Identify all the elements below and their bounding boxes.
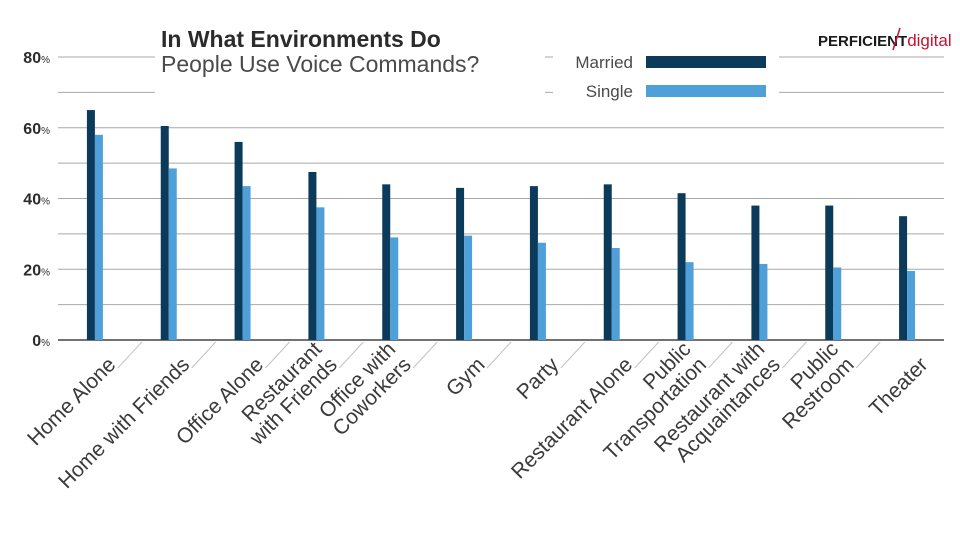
bar-married-10 bbox=[751, 205, 760, 340]
y-tick-label: 40% bbox=[23, 192, 50, 209]
y-tick-label: 0% bbox=[32, 333, 50, 350]
tick-backdrop bbox=[6, 47, 54, 67]
legend-label-married: Married bbox=[575, 53, 633, 72]
bar-single-9 bbox=[685, 262, 694, 340]
bar-single-1 bbox=[94, 134, 103, 340]
bar-married-3 bbox=[234, 141, 243, 340]
bar-married-7 bbox=[529, 186, 538, 340]
logo-text: PERFICIENTdigital bbox=[818, 31, 952, 50]
legend-swatch-single bbox=[646, 85, 766, 97]
category-label-2: Home with Friends bbox=[54, 353, 194, 493]
bar-single-5 bbox=[390, 237, 399, 340]
bar-single-12 bbox=[907, 271, 916, 340]
bar-married-8 bbox=[603, 184, 612, 340]
bar-married-6 bbox=[456, 187, 465, 340]
logo-brand: PERFICIENT bbox=[818, 33, 907, 50]
category-separator bbox=[338, 341, 364, 369]
bar-single-3 bbox=[242, 186, 251, 340]
category-separator bbox=[486, 341, 512, 369]
category-separator bbox=[117, 341, 143, 369]
y-tick-label: 80% bbox=[23, 50, 50, 67]
category-label-5: Office withCoworkers bbox=[313, 338, 416, 441]
logo-suffix: digital bbox=[907, 31, 951, 50]
bar-married-12 bbox=[899, 216, 908, 340]
category-separator bbox=[560, 341, 586, 369]
bar-single-7 bbox=[537, 242, 546, 340]
bar-single-11 bbox=[833, 267, 842, 340]
logo-slash-icon bbox=[892, 27, 901, 51]
tick-backdrop bbox=[6, 259, 54, 280]
category-separator bbox=[412, 341, 438, 369]
chart-subtitle: People Use Voice Commands? bbox=[161, 51, 479, 77]
chart-title: In What Environments Do bbox=[161, 26, 441, 52]
bar-married-5 bbox=[382, 184, 391, 340]
perficient-digital-logo: PERFICIENTdigital bbox=[818, 27, 952, 51]
category-separator bbox=[634, 341, 660, 369]
title-backdrop bbox=[155, 22, 545, 104]
category-label-6: Gym bbox=[442, 353, 490, 401]
category-separator bbox=[708, 341, 733, 369]
bar-single-10 bbox=[759, 263, 768, 340]
category-label-11: PublicRestroom bbox=[762, 338, 858, 434]
y-tick-label: 20% bbox=[23, 262, 50, 279]
tick-backdrop bbox=[6, 330, 54, 350]
legend-label-single: Single bbox=[586, 82, 633, 101]
legend: Married Single bbox=[553, 46, 779, 106]
tick-backdrop bbox=[6, 188, 54, 209]
bar-married-1 bbox=[86, 110, 95, 340]
category-separator bbox=[191, 341, 217, 369]
category-label-7: Party bbox=[512, 353, 563, 404]
bar-single-6 bbox=[464, 235, 473, 340]
tick-backdrop bbox=[6, 117, 54, 138]
category-separator bbox=[781, 341, 807, 369]
bar-single-2 bbox=[168, 168, 177, 340]
y-tick-label: 60% bbox=[23, 121, 50, 138]
category-label-4: Restaurantwith Friends bbox=[229, 338, 342, 451]
y-axis-ticks: 0% 20% 40% 60% 80% bbox=[6, 47, 54, 350]
category-label-12: Theater bbox=[865, 353, 932, 420]
bar-married-11 bbox=[825, 205, 834, 340]
legend-swatch-married bbox=[646, 56, 766, 68]
bar-married-4 bbox=[308, 171, 317, 340]
bar-single-4 bbox=[316, 207, 325, 340]
bar-married-2 bbox=[160, 125, 169, 340]
bars bbox=[86, 110, 916, 340]
bar-married-9 bbox=[677, 193, 686, 340]
category-separator bbox=[855, 341, 881, 369]
bar-single-8 bbox=[611, 248, 620, 340]
category-separator bbox=[265, 341, 290, 369]
